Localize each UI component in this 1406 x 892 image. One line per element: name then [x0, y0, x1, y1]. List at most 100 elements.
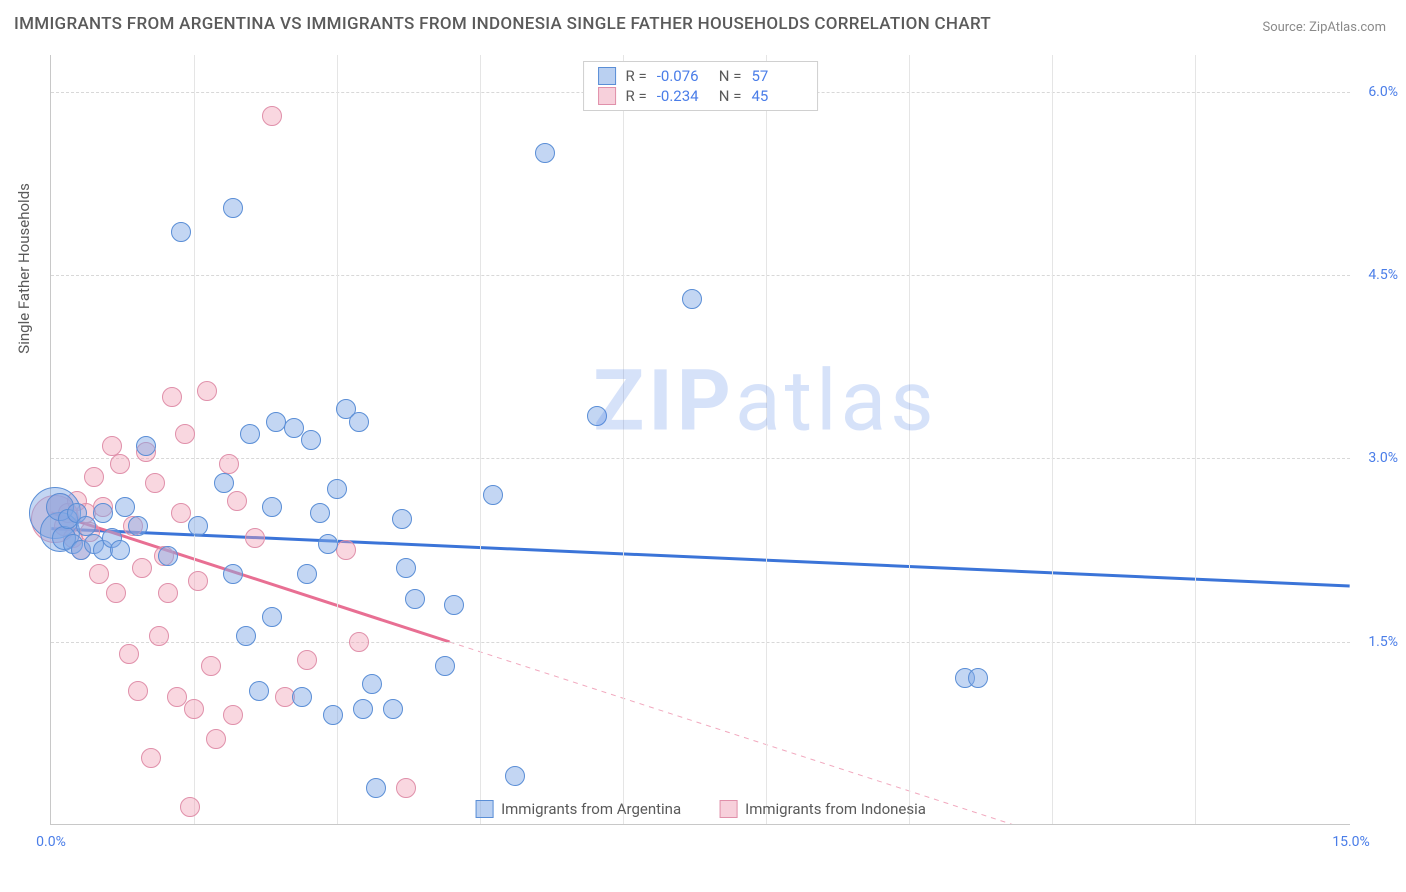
- trend-line-dashed: [449, 642, 1349, 824]
- scatter-point: [249, 681, 269, 701]
- y-tick-label: 3.0%: [1352, 450, 1398, 466]
- scatter-point: [180, 797, 200, 817]
- scatter-point: [201, 656, 221, 676]
- scatter-point: [435, 656, 455, 676]
- legend-item-argentina: Immigrants from Argentina: [475, 800, 681, 818]
- grid-line-h: [51, 275, 1350, 276]
- swatch-pink-icon: [598, 87, 616, 105]
- stats-row-argentina: R = -0.076 N = 57: [598, 66, 804, 86]
- scatter-point: [128, 681, 148, 701]
- scatter-point: [483, 485, 503, 505]
- scatter-point: [245, 528, 265, 548]
- scatter-point: [223, 198, 243, 218]
- scatter-point: [383, 699, 403, 719]
- scatter-point: [76, 516, 96, 536]
- scatter-point: [396, 558, 416, 578]
- grid-line-v: [480, 55, 481, 824]
- scatter-point: [223, 564, 243, 584]
- scatter-point: [145, 473, 165, 493]
- scatter-point: [505, 766, 525, 786]
- scatter-point: [236, 626, 256, 646]
- scatter-point: [362, 674, 382, 694]
- scatter-point: [110, 540, 130, 560]
- stats-row-indonesia: R = -0.234 N = 45: [598, 86, 804, 106]
- grid-line-v: [766, 55, 767, 824]
- y-axis-label: Single Father Households: [15, 183, 33, 354]
- swatch-pink-icon: [719, 800, 737, 818]
- scatter-point: [336, 540, 356, 560]
- legend-label: Immigrants from Argentina: [501, 800, 681, 818]
- scatter-point: [158, 583, 178, 603]
- scatter-point: [262, 497, 282, 517]
- scatter-point: [136, 436, 156, 456]
- legend-item-indonesia: Immigrants from Indonesia: [719, 800, 926, 818]
- scatter-point: [227, 491, 247, 511]
- scatter-point: [167, 687, 187, 707]
- y-tick-label: 6.0%: [1352, 84, 1398, 100]
- scatter-point: [297, 650, 317, 670]
- stat-R-label: R =: [626, 67, 647, 85]
- scatter-point: [968, 668, 988, 688]
- scatter-point: [323, 705, 343, 725]
- grid-line-v: [1195, 55, 1196, 824]
- scatter-point: [110, 454, 130, 474]
- scatter-point: [353, 699, 373, 719]
- scatter-point: [206, 729, 226, 749]
- scatter-point: [106, 583, 126, 603]
- scatter-point: [219, 454, 239, 474]
- scatter-point: [175, 424, 195, 444]
- chart-title: IMMIGRANTS FROM ARGENTINA VS IMMIGRANTS …: [14, 14, 991, 34]
- scatter-point: [171, 503, 191, 523]
- stat-N-value: 45: [751, 87, 803, 105]
- swatch-blue-icon: [598, 67, 616, 85]
- scatter-point: [535, 143, 555, 163]
- scatter-point: [327, 479, 347, 499]
- scatter-point: [197, 381, 217, 401]
- x-tick-label: 15.0%: [1332, 834, 1370, 850]
- scatter-point: [262, 607, 282, 627]
- legend-label: Immigrants from Indonesia: [745, 800, 926, 818]
- scatter-point: [349, 412, 369, 432]
- stat-R-label: R =: [626, 87, 647, 105]
- stat-R-value: -0.234: [657, 87, 709, 105]
- grid-line-h: [51, 458, 1350, 459]
- scatter-point: [115, 497, 135, 517]
- bottom-legend: Immigrants from Argentina Immigrants fro…: [475, 800, 926, 818]
- grid-line-v: [623, 55, 624, 824]
- scatter-point: [366, 778, 386, 798]
- scatter-point: [240, 424, 260, 444]
- scatter-point: [587, 406, 607, 426]
- stat-N-label: N =: [719, 67, 742, 85]
- scatter-point: [141, 748, 161, 768]
- scatter-point: [297, 564, 317, 584]
- x-tick-label: 0.0%: [36, 834, 66, 850]
- scatter-point: [214, 473, 234, 493]
- scatter-point: [682, 289, 702, 309]
- scatter-point: [132, 558, 152, 578]
- scatter-point: [318, 534, 338, 554]
- plot-area: ZIPatlas R = -0.076 N = 57 R = -0.234 N …: [50, 55, 1350, 825]
- grid-line-v: [1052, 55, 1053, 824]
- scatter-point: [223, 705, 243, 725]
- swatch-blue-icon: [475, 800, 493, 818]
- scatter-point: [188, 516, 208, 536]
- scatter-point: [262, 106, 282, 126]
- scatter-point: [102, 436, 122, 456]
- scatter-point: [158, 546, 178, 566]
- scatter-point: [149, 626, 169, 646]
- scatter-point: [171, 222, 191, 242]
- scatter-point: [392, 509, 412, 529]
- watermark-bold: ZIP: [593, 352, 735, 451]
- source-attribution: Source: ZipAtlas.com: [1262, 20, 1386, 35]
- stat-N-value: 57: [751, 67, 803, 85]
- scatter-point: [119, 644, 139, 664]
- scatter-point: [84, 467, 104, 487]
- scatter-point: [396, 778, 416, 798]
- scatter-point: [405, 589, 425, 609]
- scatter-point: [292, 687, 312, 707]
- scatter-point: [128, 516, 148, 536]
- stat-R-value: -0.076: [657, 67, 709, 85]
- scatter-point: [310, 503, 330, 523]
- correlation-stats-box: R = -0.076 N = 57 R = -0.234 N = 45: [583, 61, 819, 111]
- y-tick-label: 4.5%: [1352, 267, 1398, 283]
